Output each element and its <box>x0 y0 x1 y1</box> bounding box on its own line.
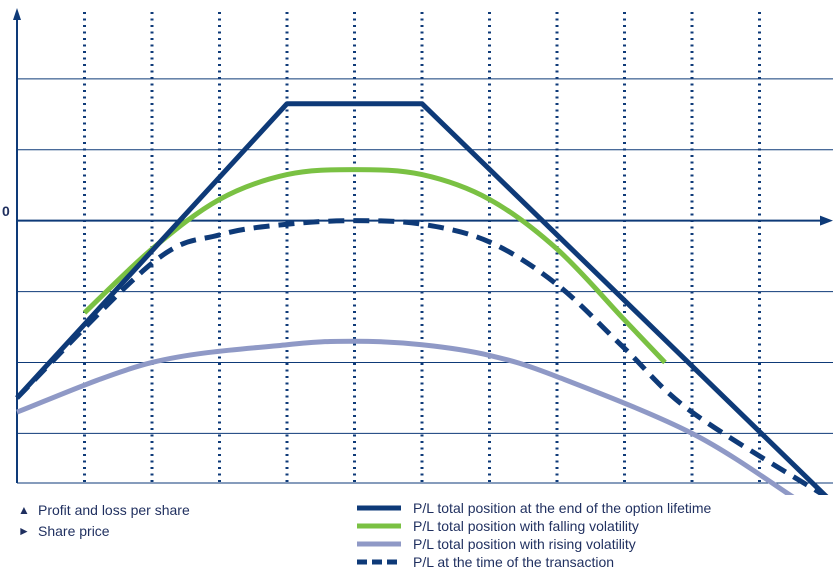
legend-swatch <box>357 523 401 529</box>
chart-series <box>15 101 829 495</box>
legend-item-time-of-transaction: P/L at the time of the transaction <box>355 553 711 571</box>
legend-axis-x-label: Share price <box>38 522 110 539</box>
legend-swatch <box>357 559 401 565</box>
series-falling-volatility <box>82 167 667 365</box>
series-rising-volatility <box>16 338 795 495</box>
x-axis-arrow <box>820 215 833 226</box>
legend-item-rising-volatility: P/L total position with rising volatilit… <box>355 535 711 553</box>
series-end-of-lifetime <box>15 101 829 495</box>
legend-swatch <box>357 541 401 547</box>
y-axis-arrow <box>13 8 21 20</box>
chart-area: 0 <box>2 8 833 495</box>
chart-grid <box>17 12 833 483</box>
legend-label: P/L at the time of the transaction <box>413 554 615 570</box>
y-zero-label: 0 <box>2 203 10 219</box>
legend-item-falling-volatility: P/L total position with falling volatili… <box>355 517 711 535</box>
legend-axis-x: ► Share price <box>18 520 190 541</box>
series-time-of-transaction <box>15 218 829 495</box>
legend-label: P/L total position with falling volatili… <box>413 518 639 534</box>
legend-label: P/L total position with rising volatilit… <box>413 536 636 552</box>
triangle-up-icon: ▲ <box>18 502 30 517</box>
triangle-right-icon: ► <box>18 523 30 538</box>
legend-swatch <box>357 505 401 511</box>
legend-item-end-of-lifetime: P/L total position at the end of the opt… <box>355 499 711 517</box>
axes-legend: ▲ Profit and loss per share ► Share pric… <box>18 499 190 541</box>
series-legend: P/L total position at the end of the opt… <box>355 499 711 571</box>
legend-label: P/L total position at the end of the opt… <box>413 500 712 516</box>
chart-axes <box>13 8 833 484</box>
legend-axis-y: ▲ Profit and loss per share <box>18 499 190 520</box>
legend-axis-y-label: Profit and loss per share <box>38 501 190 518</box>
